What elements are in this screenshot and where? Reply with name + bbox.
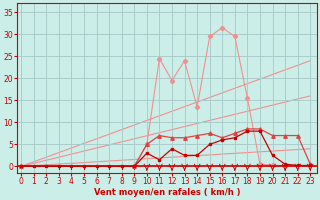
X-axis label: Vent moyen/en rafales ( km/h ): Vent moyen/en rafales ( km/h ) xyxy=(94,188,240,197)
